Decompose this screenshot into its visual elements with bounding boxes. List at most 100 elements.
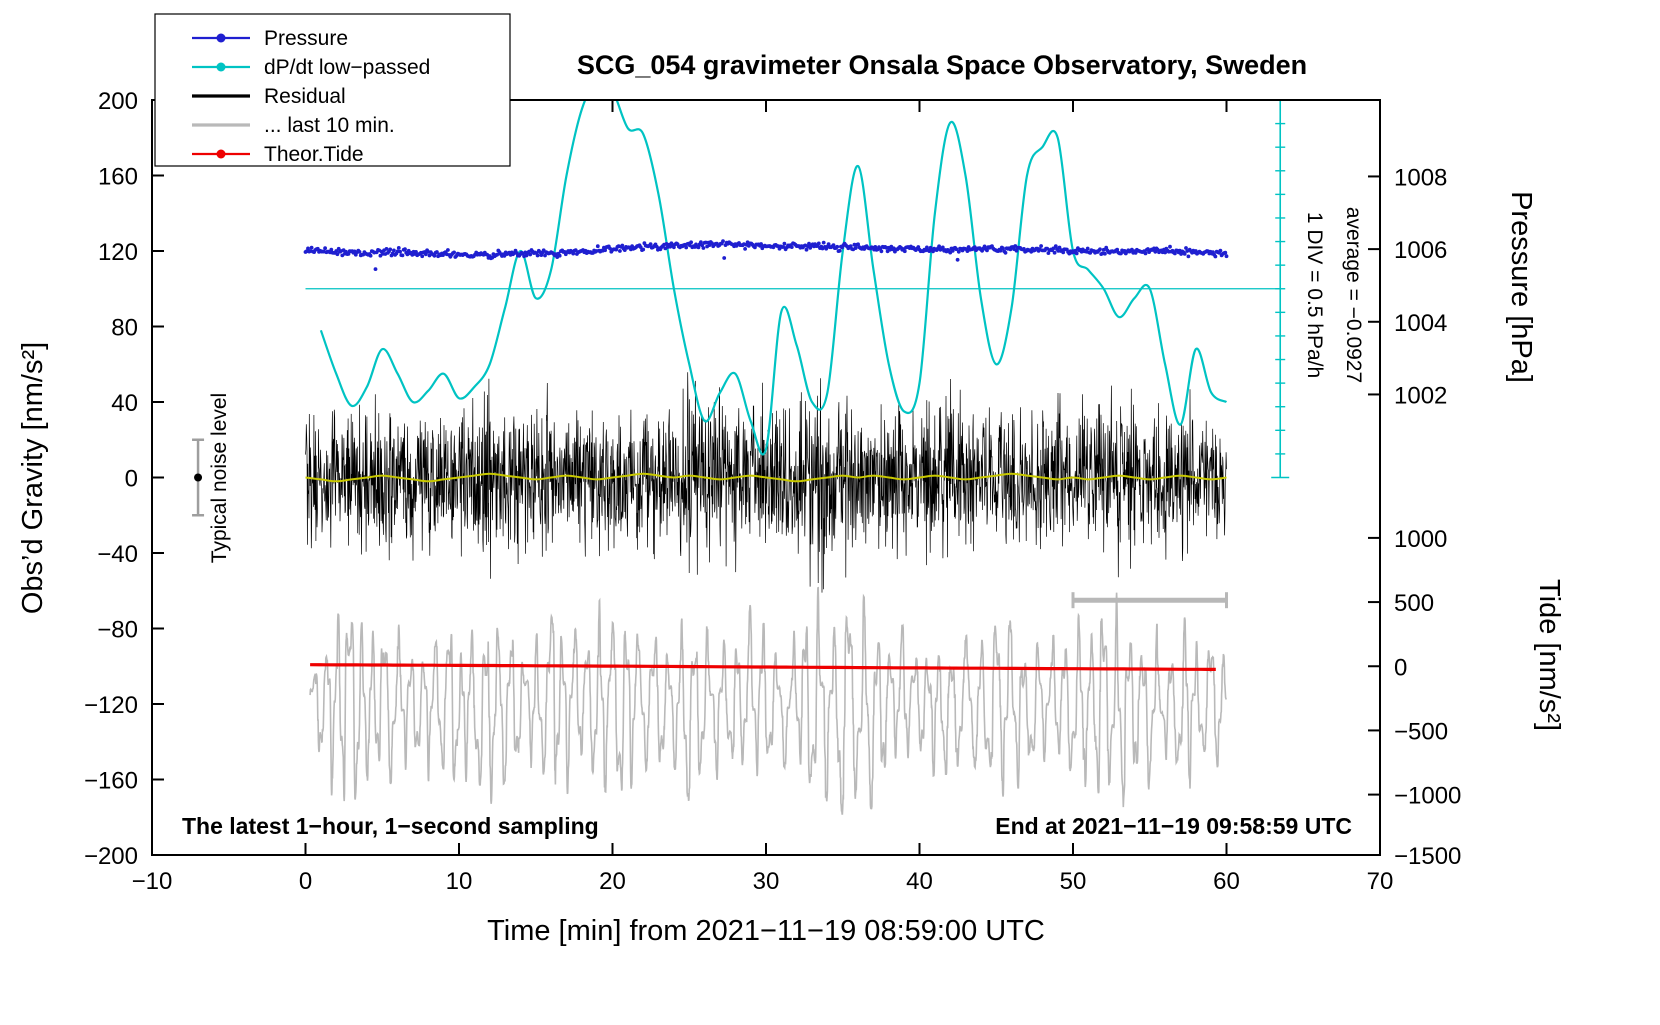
pressure-dot — [701, 246, 706, 250]
pressure-dot — [954, 247, 959, 252]
pressure-dot — [985, 248, 989, 253]
pressure-dot — [1052, 250, 1057, 255]
tide-tick-label: −500 — [1394, 718, 1448, 745]
pressure-dot — [956, 249, 961, 254]
pressure-dot — [848, 244, 853, 249]
pressure-dot — [452, 250, 456, 255]
pressure-dot — [1153, 249, 1158, 254]
pressure-dot — [1053, 244, 1058, 249]
pressure-dot — [831, 243, 836, 248]
pressure-dot — [309, 245, 314, 250]
pressure-tick-label: 1008 — [1394, 164, 1447, 191]
average-label: average = −0.0927 — [1342, 207, 1365, 383]
pressure-dot — [373, 267, 378, 271]
pressure-dot — [689, 240, 693, 245]
pressure-dot — [789, 245, 794, 250]
pressure-dot — [396, 246, 401, 250]
pressure-dot — [743, 247, 747, 251]
pressure-dot — [323, 246, 327, 251]
pressure-dot — [398, 249, 402, 254]
gravity-tick-label: −80 — [97, 617, 138, 644]
tide-axis-label: Tide [nm/s²] — [1533, 579, 1565, 731]
pressure-dot — [937, 244, 941, 249]
pressure-dot — [329, 247, 334, 252]
pressure-dot — [940, 245, 945, 250]
pressure-dot — [384, 247, 389, 251]
pressure-dot — [1115, 247, 1120, 252]
pressure-dot — [816, 241, 821, 246]
pressure-dot — [1001, 246, 1005, 251]
pressure-dot — [1014, 248, 1019, 253]
pressure-dot — [1098, 247, 1102, 252]
legend-box — [154, 13, 511, 167]
x-tick-label: 40 — [906, 868, 933, 895]
pressure-dot — [432, 253, 437, 258]
last-10-min-trace — [309, 586, 1227, 815]
div-scale-label: 1 DIV = 0.5 hPa/h — [1303, 212, 1326, 378]
tide-tick-label: 0 — [1394, 654, 1407, 681]
pressure-dot — [1039, 244, 1043, 248]
gravity-tick-label: 160 — [98, 164, 138, 191]
pressure-dot — [618, 249, 622, 253]
series-layer — [303, 100, 1229, 815]
pressure-dot — [595, 244, 600, 249]
residual-trace — [305, 372, 1227, 593]
pressure-dot — [446, 248, 450, 252]
pressure-dot — [528, 252, 533, 257]
pressure-dot — [1003, 250, 1008, 255]
pressure-dot — [804, 247, 809, 252]
pressure-dot — [622, 248, 627, 253]
x-tick-label: −10 — [132, 868, 173, 895]
pressure-dots — [303, 239, 1229, 271]
pressure-dot — [423, 252, 428, 257]
annotations-layer — [192, 99, 1290, 609]
pressure-dot — [721, 239, 725, 244]
pressure-dot — [557, 253, 562, 258]
pressure-dot — [1173, 251, 1177, 256]
pressure-dot — [1213, 254, 1218, 259]
gravity-tick-label: −120 — [84, 692, 138, 719]
x-tick-label: 20 — [599, 868, 626, 895]
pressure-dot — [826, 242, 831, 247]
pressure-dot — [672, 245, 676, 250]
pressure-dot — [1051, 246, 1056, 251]
chart-title: SCG_054 gravimeter Onsala Space Observat… — [577, 50, 1307, 80]
legend-marker-dot — [216, 62, 226, 72]
pressure-dot — [853, 246, 858, 251]
legend-entry-label: Residual — [264, 85, 346, 108]
legend-entry-label: Theor.Tide — [264, 143, 364, 166]
legend: Pressure dP/dt low−passed Residual ... last… — [154, 13, 511, 167]
pressure-dot — [873, 245, 878, 249]
pressure-dot — [837, 248, 842, 253]
x-tick-label: 0 — [299, 868, 312, 895]
pressure-dot — [684, 245, 689, 250]
pressure-dot — [1182, 252, 1187, 256]
noise-level-dot — [194, 473, 203, 482]
x-tick-label: 10 — [446, 868, 473, 895]
gravity-tick-label: 0 — [125, 466, 138, 493]
pressure-dot — [1223, 250, 1228, 255]
gravity-tick-label: −200 — [84, 843, 138, 870]
pressure-dot — [835, 244, 840, 249]
pressure-dot — [648, 242, 653, 247]
pressure-dot — [1218, 248, 1223, 253]
gravity-tick-label: 200 — [98, 88, 138, 115]
pressure-dot — [603, 248, 607, 253]
pressure-dot — [620, 243, 625, 248]
pressure-dot — [1186, 254, 1191, 259]
pressure-tick-label: 1002 — [1394, 382, 1447, 409]
pressure-dot — [306, 246, 310, 251]
residual-mean-line — [305, 472, 1227, 483]
pressure-dot — [1143, 251, 1148, 256]
pressure-dot — [753, 245, 757, 250]
pressure-dot — [368, 253, 373, 258]
gravity-tick-label: 80 — [111, 315, 138, 342]
dpdt-lowpassed-line — [319, 100, 1228, 456]
pressure-dot — [334, 249, 339, 253]
pressure-dot — [722, 256, 727, 260]
pressure-dot — [1184, 246, 1188, 250]
pressure-dot — [781, 245, 786, 249]
tide-tick-label: −1500 — [1394, 843, 1461, 870]
pressure-dot — [1057, 245, 1062, 250]
